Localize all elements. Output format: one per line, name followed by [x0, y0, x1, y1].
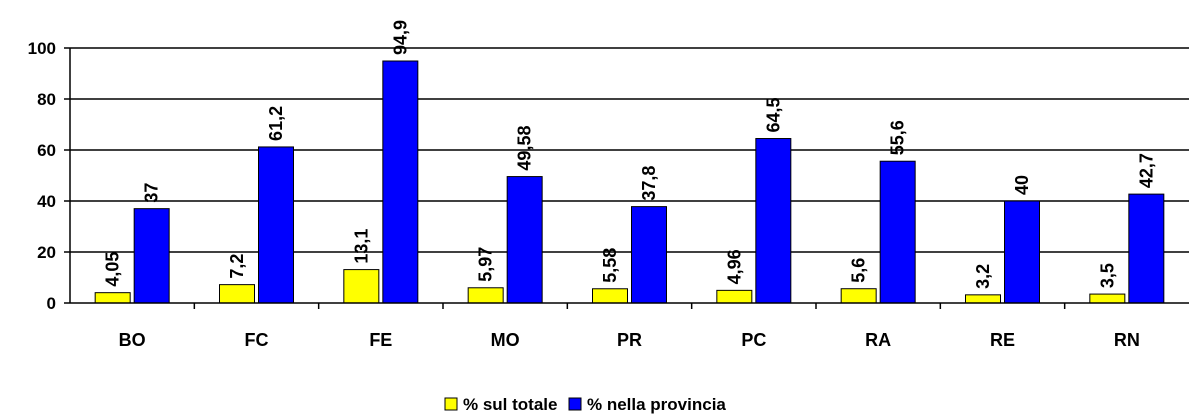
legend-swatch-2	[568, 397, 582, 411]
y-tick-label-100: 100	[28, 39, 56, 58]
data-label-BO-series-1: 4,05	[103, 252, 123, 287]
bar-RE-series-2	[1004, 200, 1040, 304]
data-label-MO-series-2: 49,58	[515, 126, 535, 171]
bars	[94, 60, 1165, 304]
x-tick-label-RA: RA	[865, 330, 891, 350]
x-tick-label-MO: MO	[491, 330, 520, 350]
x-axis-ticks: BO FC FE MO PR PC RA RE RN	[119, 303, 1140, 350]
bar-PR-series-1	[592, 288, 628, 304]
y-axis-ticks: 0 20 40 60 80 100	[28, 39, 70, 313]
data-label-RA-series-2: 55,6	[888, 120, 908, 155]
data-label-FC-series-2: 61,2	[266, 106, 286, 141]
bar-BO-series-1	[94, 292, 131, 304]
bar-PR-series-2	[631, 206, 667, 304]
data-label-FC-series-1: 7,2	[227, 254, 247, 279]
y-tick-label-20: 20	[37, 243, 56, 262]
bar-PC-series-2	[755, 138, 792, 304]
y-tick-label-40: 40	[37, 192, 56, 211]
x-tick-label-RE: RE	[990, 330, 1015, 350]
data-label-RE-series-2: 40	[1012, 175, 1032, 195]
data-label-FE-series-2: 94,9	[390, 20, 410, 55]
data-label-BO-series-2: 37	[142, 183, 162, 203]
bar-MO-series-1	[467, 287, 504, 304]
axes	[69, 48, 1189, 304]
gridlines	[70, 47, 1189, 253]
data-label-FE-series-1: 13,1	[351, 229, 371, 264]
bar-FE-series-2	[382, 60, 419, 304]
x-tick-label-RN: RN	[1114, 330, 1140, 350]
data-label-PR-series-1: 5,58	[600, 248, 620, 283]
x-tick-label-FC: FC	[245, 330, 269, 350]
bar-MO-series-2	[506, 176, 543, 304]
data-label-RN-series-2: 42,7	[1136, 153, 1156, 188]
legend-label-2: % nella provincia	[587, 395, 726, 414]
bar-RA-series-2	[879, 160, 916, 304]
data-label-RE-series-1: 3,2	[973, 264, 993, 289]
bar-BO-series-2	[133, 208, 170, 304]
bar-RN-series-2	[1128, 193, 1165, 304]
legend: % sul totale % nella provincia	[444, 395, 726, 414]
data-label-PC-series-1: 4,96	[724, 249, 744, 284]
bar-PC-series-1	[716, 289, 753, 304]
data-label-PC-series-2: 64,5	[763, 97, 783, 132]
data-label-RN-series-1: 3,5	[1097, 263, 1117, 288]
y-tick-label-80: 80	[37, 90, 56, 109]
bar-RN-series-1	[1089, 293, 1126, 304]
bar-RA-series-1	[840, 288, 877, 304]
x-tick-label-PR: PR	[617, 330, 642, 350]
data-label-PR-series-2: 37,8	[639, 166, 659, 201]
bar-FE-series-1	[343, 269, 380, 304]
legend-label-1: % sul totale	[463, 395, 557, 414]
y-tick-label-60: 60	[37, 141, 56, 160]
data-labels: 4,05 37 7,2 61,2 13,1 94,9 5,97 49,58 5,58 37,8 4,…	[103, 20, 1157, 289]
x-tick-label-FE: FE	[369, 330, 392, 350]
y-tick-label-0: 0	[47, 294, 56, 313]
data-label-RA-series-1: 5,6	[849, 258, 869, 283]
data-label-MO-series-1: 5,97	[476, 247, 496, 282]
bar-RE-series-1	[965, 294, 1001, 304]
x-tick-label-BO: BO	[119, 330, 146, 350]
legend-swatch-1	[444, 397, 458, 411]
bar-FC-series-2	[258, 146, 294, 304]
x-tick-label-PC: PC	[741, 330, 766, 350]
bar-FC-series-1	[219, 284, 255, 304]
